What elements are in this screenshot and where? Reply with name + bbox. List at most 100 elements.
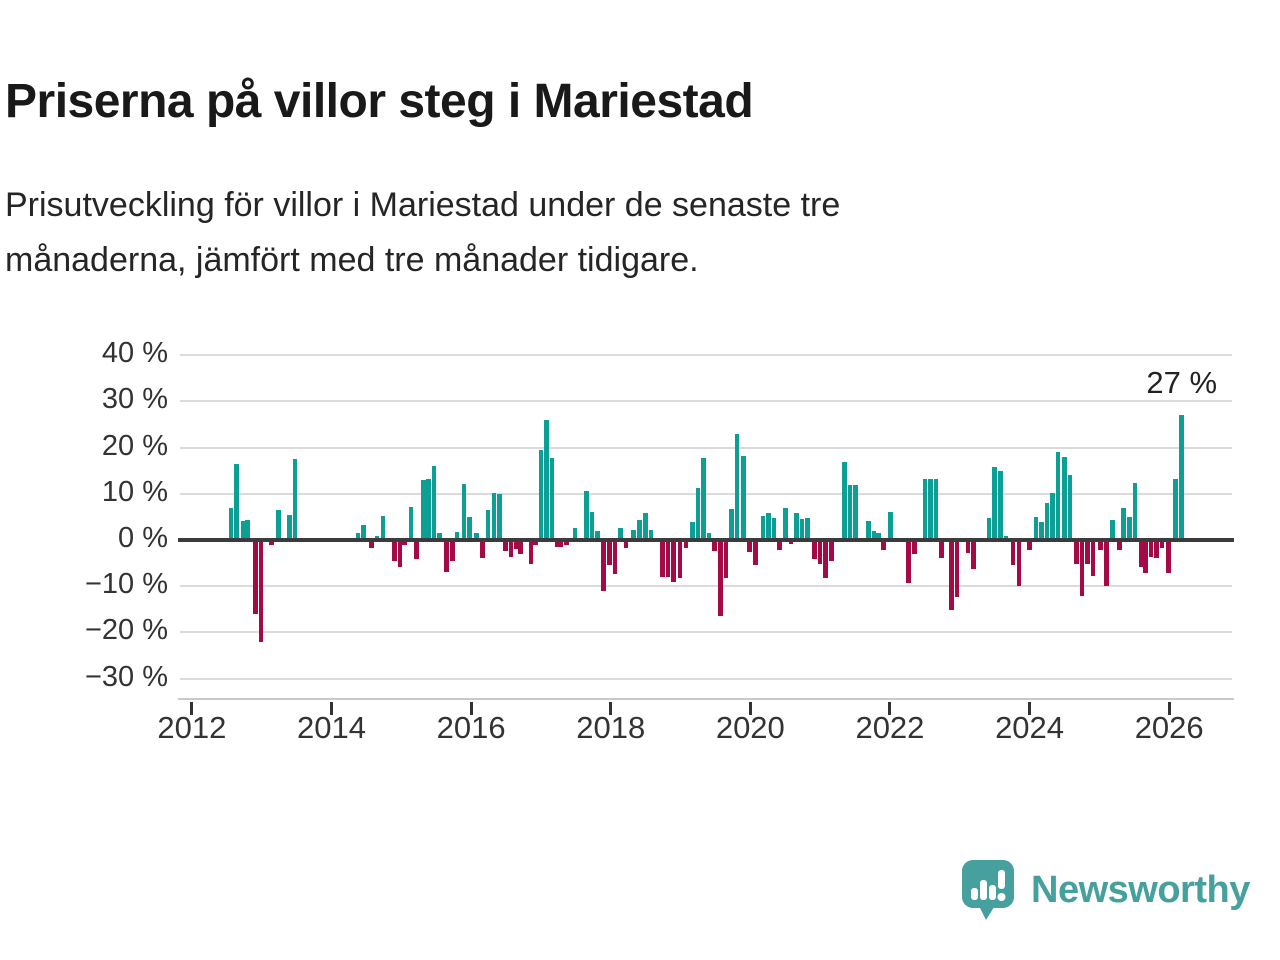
bar-positive	[1110, 520, 1115, 540]
bar-positive	[928, 479, 933, 540]
y-gridline	[180, 354, 1232, 357]
x-axis-tick	[329, 702, 333, 715]
bar-negative	[564, 540, 570, 546]
bar-negative	[718, 540, 723, 616]
bar-positive	[1033, 517, 1039, 540]
bar-negative	[368, 540, 374, 549]
bar-positive	[992, 467, 997, 540]
bar-positive	[1067, 475, 1073, 540]
bar-positive	[361, 524, 366, 540]
bar-positive	[1179, 415, 1185, 540]
bar-positive	[431, 466, 437, 540]
bar-positive	[741, 455, 746, 540]
bar-negative	[1098, 540, 1104, 551]
bar-positive	[355, 533, 361, 540]
x-axis-tick-label: 2014	[296, 710, 366, 745]
bar-positive	[888, 511, 893, 540]
last-value-annotation: 27 %	[1146, 365, 1218, 401]
bar-negative	[777, 540, 782, 551]
y-gridline	[180, 492, 1232, 495]
bar-positive	[771, 517, 777, 540]
y-gridline	[180, 631, 1232, 634]
bar-positive	[876, 533, 882, 540]
bar-negative	[397, 540, 403, 568]
bar-negative	[1138, 540, 1144, 567]
bar-positive	[690, 521, 695, 540]
bar-positive	[572, 527, 578, 540]
bar-positive	[1132, 483, 1138, 540]
bar-negative	[514, 540, 519, 550]
bar-positive	[497, 494, 502, 540]
y-axis-tick-label: 20 %	[101, 429, 168, 462]
bar-positive	[1003, 535, 1009, 540]
x-axis-line	[178, 698, 1234, 700]
bar-positive	[1044, 502, 1050, 540]
bar-positive	[1050, 493, 1055, 540]
bar-positive	[997, 471, 1003, 540]
bar-positive	[589, 512, 595, 540]
bar-positive	[245, 519, 250, 540]
y-axis-tick-label: −20 %	[84, 614, 168, 647]
newsworthy-logo: Newsworthy	[961, 858, 1250, 922]
bar-positive	[760, 515, 766, 540]
bar-negative	[1074, 540, 1079, 565]
bar-positive	[847, 485, 853, 540]
bar-negative	[444, 540, 449, 573]
subtitle-line-1: Prisutveckling för villor i Mariestad un…	[5, 186, 841, 224]
bar-negative	[817, 540, 823, 565]
x-axis-tick-label: 2012	[157, 710, 227, 745]
bar-positive	[467, 517, 472, 540]
bar-positive	[643, 512, 648, 540]
x-axis-tick-label: 2022	[855, 710, 925, 745]
y-axis-tick-label: 0 %	[118, 522, 168, 554]
bar-negative	[1016, 540, 1022, 587]
bar-negative	[788, 540, 794, 545]
bar-positive	[1055, 452, 1061, 540]
bar-negative	[683, 540, 689, 548]
bar-negative	[558, 540, 564, 548]
bar-positive	[240, 520, 246, 540]
bar-negative	[1079, 540, 1085, 597]
y-axis-tick-label: 10 %	[101, 475, 168, 508]
bar-negative	[1010, 540, 1016, 566]
bar-positive	[637, 520, 642, 540]
bar-positive	[922, 479, 928, 540]
x-axis-tick	[1167, 702, 1171, 715]
bar-positive	[866, 521, 871, 540]
bar-negative	[939, 540, 944, 559]
bar-negative	[747, 540, 752, 553]
bar-negative	[671, 540, 676, 582]
bar-negative	[906, 540, 912, 583]
bar-negative	[912, 540, 917, 554]
bar-positive	[1173, 479, 1178, 540]
bar-negative	[528, 540, 534, 564]
bar-positive	[842, 461, 847, 540]
y-axis-tick-label: 40 %	[101, 337, 168, 370]
bar-positive	[695, 488, 701, 540]
x-axis-tick	[609, 702, 613, 715]
bar-negative	[949, 540, 954, 611]
bar-positive	[701, 458, 706, 540]
bar-negative	[812, 540, 817, 560]
bar-negative	[1154, 540, 1159, 559]
price-bar-chart: 40 % 30 % 20 % 10 % 0 % −10 % −20 % −30 % 2012 20…	[85, 337, 1234, 745]
bar-negative	[518, 540, 523, 554]
bar-negative	[1085, 540, 1090, 565]
bar-positive	[1121, 507, 1127, 540]
x-axis-tick-label: 2020	[715, 710, 785, 745]
bar-positive	[706, 532, 712, 540]
x-axis-tick	[748, 702, 752, 715]
y-axis-tick-label: 30 %	[101, 383, 168, 416]
x-axis-tick-label: 2026	[1134, 710, 1204, 745]
bar-positive	[549, 457, 555, 540]
bar-negative	[665, 540, 671, 577]
bar-negative	[253, 540, 258, 614]
y-gridline	[180, 677, 1232, 680]
zero-axis-line	[178, 538, 1234, 542]
bar-positive	[437, 532, 442, 540]
bar-positive	[766, 513, 771, 540]
bar-negative	[971, 540, 976, 569]
bar-negative	[402, 540, 408, 545]
bar-positive	[454, 532, 460, 540]
